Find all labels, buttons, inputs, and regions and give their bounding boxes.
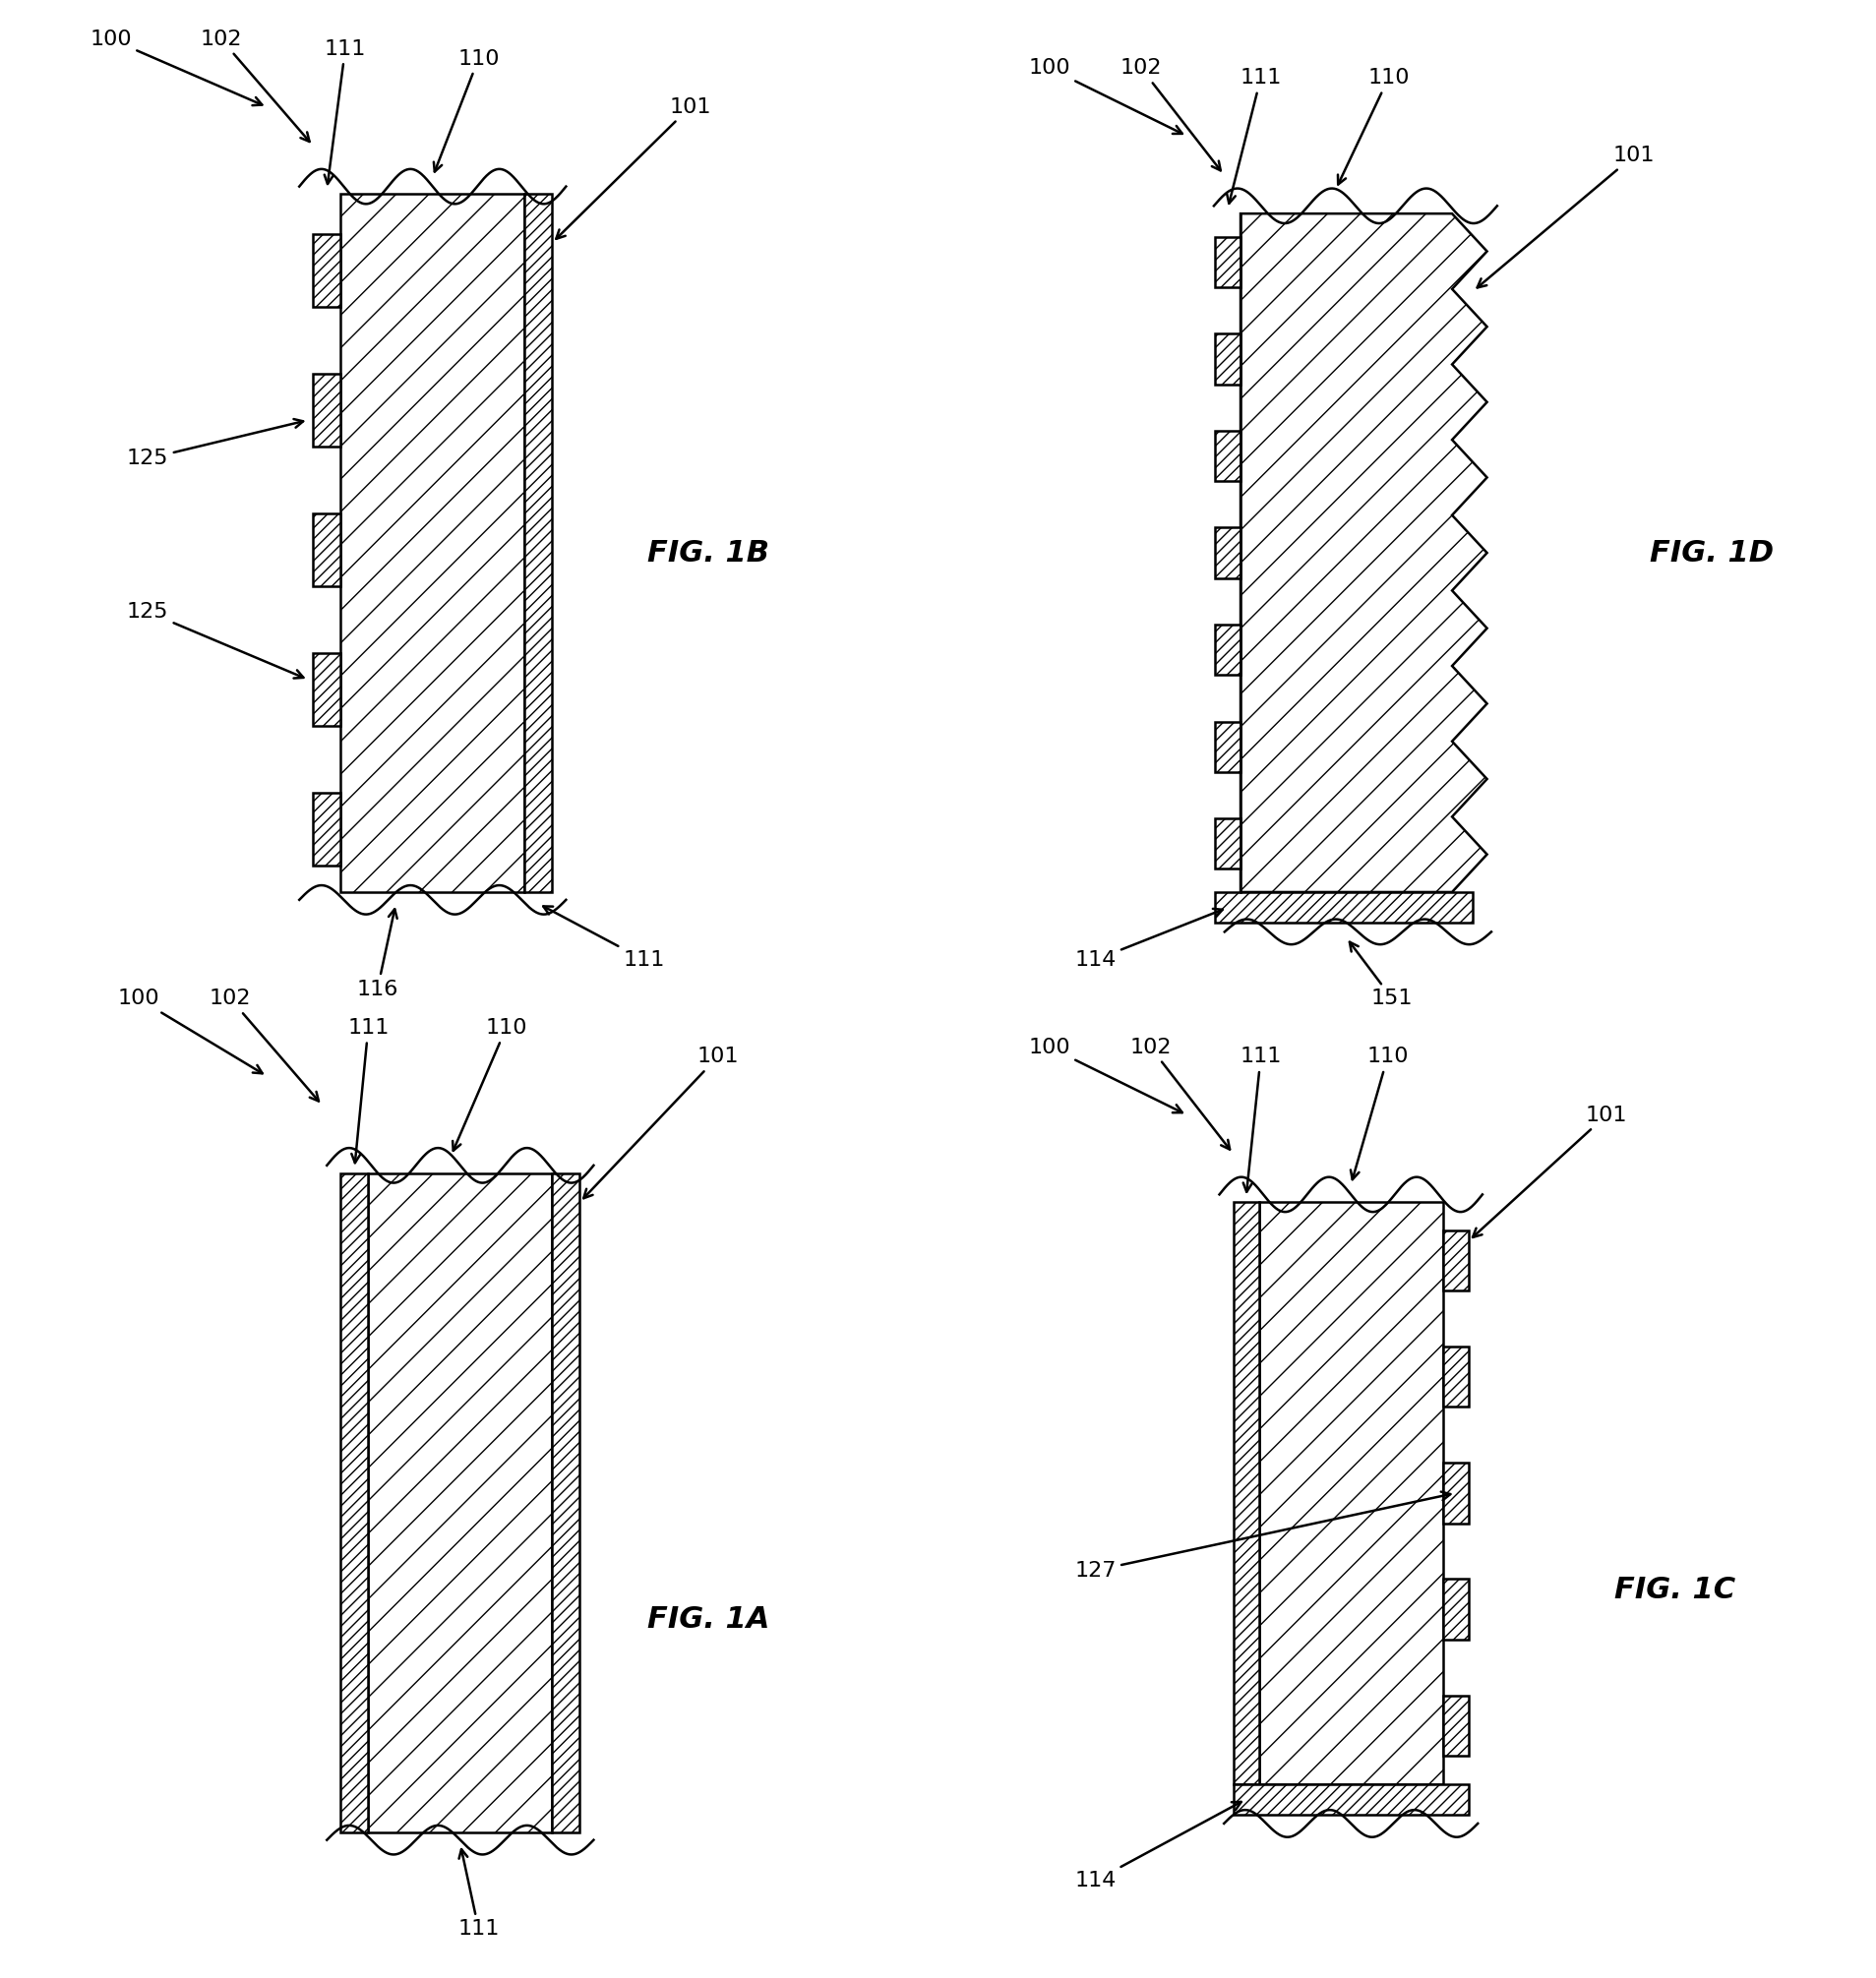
Text: 151: 151 bbox=[1349, 942, 1413, 1009]
Text: 110: 110 bbox=[452, 1019, 527, 1151]
Text: 127: 127 bbox=[1073, 1491, 1450, 1580]
Text: 111: 111 bbox=[325, 40, 366, 184]
Bar bbox=[1214, 431, 1240, 481]
Text: 101: 101 bbox=[1473, 1106, 1626, 1238]
Bar bbox=[313, 374, 341, 447]
Text: 100: 100 bbox=[1028, 59, 1182, 135]
Text: 110: 110 bbox=[433, 49, 499, 172]
Text: 102: 102 bbox=[1129, 1036, 1229, 1149]
Text: 114: 114 bbox=[1073, 908, 1221, 969]
Text: 101: 101 bbox=[555, 97, 711, 239]
Bar bbox=[1443, 1230, 1467, 1290]
Bar bbox=[1214, 625, 1240, 674]
Text: 110: 110 bbox=[1351, 1046, 1407, 1179]
Text: 111: 111 bbox=[347, 1019, 388, 1163]
Polygon shape bbox=[1240, 214, 1486, 892]
Bar bbox=[1214, 334, 1240, 384]
Bar bbox=[341, 1173, 368, 1832]
Bar bbox=[313, 514, 341, 585]
Text: 102: 102 bbox=[201, 30, 310, 142]
Text: 111: 111 bbox=[1240, 1046, 1281, 1193]
Text: FIG. 1D: FIG. 1D bbox=[1649, 538, 1773, 568]
Text: 111: 111 bbox=[1227, 67, 1281, 204]
Bar bbox=[1233, 1784, 1467, 1814]
Bar bbox=[313, 653, 341, 726]
Text: 110: 110 bbox=[1338, 67, 1409, 184]
Bar bbox=[1443, 1578, 1467, 1640]
Bar bbox=[1214, 722, 1240, 771]
Bar bbox=[368, 1173, 552, 1832]
Text: FIG. 1B: FIG. 1B bbox=[647, 538, 769, 568]
Bar bbox=[1214, 819, 1240, 868]
Text: 125: 125 bbox=[126, 419, 304, 469]
Text: 100: 100 bbox=[1028, 1036, 1182, 1114]
Bar bbox=[1443, 1464, 1467, 1523]
Text: 125: 125 bbox=[126, 601, 304, 678]
Text: FIG. 1A: FIG. 1A bbox=[647, 1604, 769, 1634]
Bar bbox=[1214, 892, 1473, 924]
Bar bbox=[341, 194, 523, 892]
Text: 111: 111 bbox=[458, 1849, 499, 1938]
Bar bbox=[313, 235, 341, 307]
Bar bbox=[1259, 1203, 1443, 1784]
Bar bbox=[1214, 528, 1240, 578]
Bar bbox=[552, 1173, 580, 1832]
Text: 116: 116 bbox=[356, 910, 398, 999]
Bar bbox=[523, 194, 552, 892]
Bar bbox=[1443, 1695, 1467, 1756]
Bar bbox=[1214, 237, 1240, 287]
Text: 102: 102 bbox=[210, 989, 319, 1102]
Text: 101: 101 bbox=[583, 1046, 739, 1199]
Text: 100: 100 bbox=[90, 30, 263, 105]
Bar bbox=[1233, 1203, 1259, 1784]
Text: 111: 111 bbox=[542, 906, 664, 969]
Text: 100: 100 bbox=[118, 989, 263, 1074]
Text: 114: 114 bbox=[1073, 1802, 1240, 1891]
Text: FIG. 1C: FIG. 1C bbox=[1613, 1576, 1733, 1604]
Bar bbox=[313, 793, 341, 864]
Text: 101: 101 bbox=[1476, 146, 1655, 287]
Bar bbox=[1443, 1347, 1467, 1406]
Text: 102: 102 bbox=[1120, 59, 1219, 170]
